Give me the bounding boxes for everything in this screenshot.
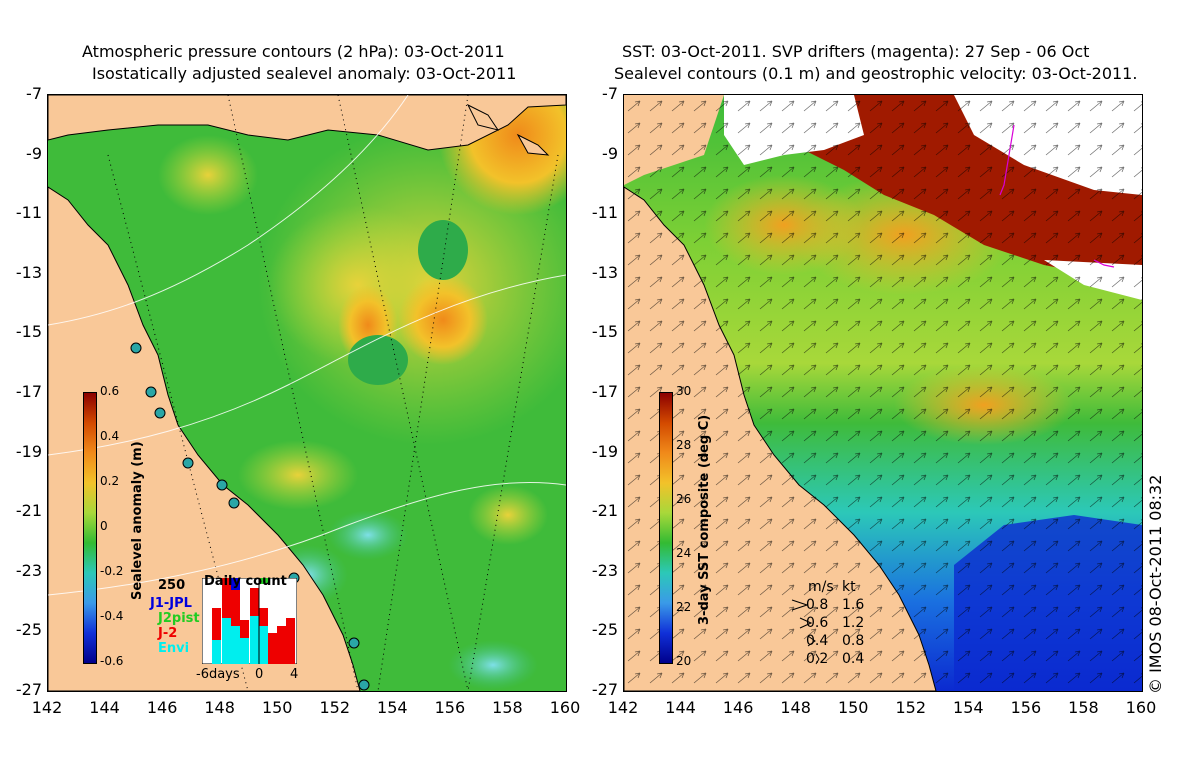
right-ytick-label: -17	[591, 382, 618, 401]
histogram-xlabel-start: -6days	[196, 667, 240, 682]
sst-colorbar-tick: 20	[676, 654, 692, 668]
left-ytick-label: -19	[15, 441, 42, 461]
left-xtick-label: 148	[204, 698, 235, 717]
left-ytick-label: -11	[15, 203, 42, 223]
sealevel-colorbar-tick: -0.6	[100, 654, 124, 668]
sealevel-colorbar-tick: 0	[100, 519, 108, 533]
left-xtick-label: 144	[89, 698, 120, 717]
sealevel-colorbar-tick: 0.2	[100, 474, 120, 488]
histogram-legend-j2pist: J2pist	[158, 611, 200, 626]
left-ytick-label: -27	[15, 680, 42, 699]
velocity-legend-ms-value: 0.2	[806, 651, 829, 667]
histogram-xlabel-zero: 0	[255, 667, 264, 682]
velocity-arrow-icon	[799, 617, 812, 629]
velocity-legend-ms-header: m/s	[808, 579, 834, 595]
histogram-title: Daily count	[204, 574, 287, 589]
left-ytick-label: -7	[26, 84, 42, 103]
velocity-arrow-icon	[807, 635, 816, 647]
sealevel-anomaly-map	[47, 94, 567, 692]
velocity-legend-kt-value: 0.4	[842, 651, 865, 667]
right-ytick-label: -15	[591, 322, 618, 342]
imos-credit: © IMOS 08-Oct-2011 08:32	[1146, 474, 1165, 694]
right-ytick-label: -25	[591, 620, 618, 640]
right-ytick-label: -19	[591, 441, 618, 461]
right-xtick-label: 152	[895, 698, 927, 717]
left-ytick-label: -13	[15, 262, 42, 282]
right-xtick-label: 156	[1010, 698, 1042, 717]
sst-colorbar-title: 3-day SST composite (deg C)	[697, 414, 712, 625]
right-xtick-label: 160	[1125, 698, 1157, 717]
histogram-legend-envi: Envi	[158, 641, 190, 656]
right-ytick-label: -21	[591, 501, 618, 521]
sst-colorbar-tick: 26	[676, 492, 692, 506]
sst-colorbar	[659, 392, 673, 664]
velocity-legend-kt-value: 1.6	[842, 597, 865, 613]
right-xtick-label: 142	[607, 698, 639, 717]
histogram-legend-j2: J-2	[158, 626, 178, 641]
sst-map	[623, 94, 1143, 692]
left-ytick-label: -21	[15, 501, 42, 521]
left-xtick-label: 160	[549, 698, 581, 717]
right-ytick-label: -27	[591, 680, 618, 699]
velocity-arrow-icon	[815, 653, 820, 665]
right-xtick-label: 150	[837, 698, 869, 717]
right-title-line2: Sealevel contours (0.1 m) and geostrophi…	[614, 64, 1138, 83]
sealevel-map-canvas	[48, 95, 566, 691]
right-xtick-label: 146	[722, 698, 754, 717]
velocity-legend-ms-value: 0.4	[806, 633, 829, 649]
right-xtick-label: 158	[1068, 698, 1099, 717]
velocity-legend-kt-value: 1.2	[842, 615, 865, 631]
left-xtick-label: 152	[319, 698, 351, 717]
right-xtick-label: 154	[953, 698, 984, 717]
right-xtick-label: 144	[665, 698, 696, 717]
left-ytick-label: -23	[15, 560, 42, 580]
velocity-legend-kt-value: 0.8	[842, 633, 865, 649]
velocity-legend-kt-header: kt	[842, 579, 856, 595]
left-ytick-label: -15	[15, 322, 42, 342]
right-xtick-label: 148	[780, 698, 811, 717]
left-xtick-label: 150	[261, 698, 293, 717]
right-ytick-label: -9	[602, 143, 618, 163]
sealevel-colorbar-tick: 0.4	[100, 429, 120, 443]
sst-colorbar-tick: 28	[676, 438, 692, 452]
sst-colorbar-tick: 24	[676, 546, 692, 560]
left-title-line1: Atmospheric pressure contours (2 hPa): 0…	[82, 42, 505, 61]
left-xtick-label: 156	[434, 698, 466, 717]
right-ytick-label: -11	[591, 203, 618, 223]
velocity-legend-ms-value: 0.8	[806, 597, 829, 613]
sealevel-colorbar-tick: 0.6	[100, 384, 120, 398]
histogram-legend-j1jpl: J1-JPL	[150, 596, 192, 611]
sealevel-colorbar	[83, 392, 97, 664]
histogram-count-label: 250	[158, 578, 186, 593]
histogram-xlabel-end: 4	[290, 667, 299, 682]
left-title-line2: Isostatically adjusted sealevel anomaly:…	[92, 64, 517, 83]
sealevel-colorbar-title: Sealevel anomaly (m)	[130, 441, 145, 600]
left-xtick-label: 158	[492, 698, 523, 717]
sst-map-canvas	[624, 95, 1142, 691]
sealevel-colorbar-tick: -0.2	[100, 564, 124, 578]
velocity-arrow-icon	[791, 599, 808, 611]
sst-colorbar-tick: 30	[676, 384, 692, 398]
right-ytick-label: -23	[591, 560, 618, 580]
right-ytick-label: -13	[591, 262, 618, 282]
left-xtick-label: 154	[377, 698, 408, 717]
left-ytick-label: -17	[15, 382, 42, 401]
histogram-canvas	[201, 577, 298, 665]
daily-count-histogram	[201, 577, 298, 665]
right-title-line1: SST: 03-Oct-2011. SVP drifters (magenta)…	[622, 42, 1090, 61]
left-xtick-label: 142	[31, 698, 63, 717]
left-ytick-label: -25	[15, 620, 42, 640]
left-ytick-label: -9	[26, 143, 42, 163]
velocity-legend-ms-value: 0.6	[806, 615, 829, 631]
right-ytick-label: -7	[602, 84, 618, 103]
sealevel-colorbar-tick: -0.4	[100, 609, 124, 623]
left-xtick-label: 146	[146, 698, 178, 717]
sst-colorbar-tick: 22	[676, 600, 692, 614]
